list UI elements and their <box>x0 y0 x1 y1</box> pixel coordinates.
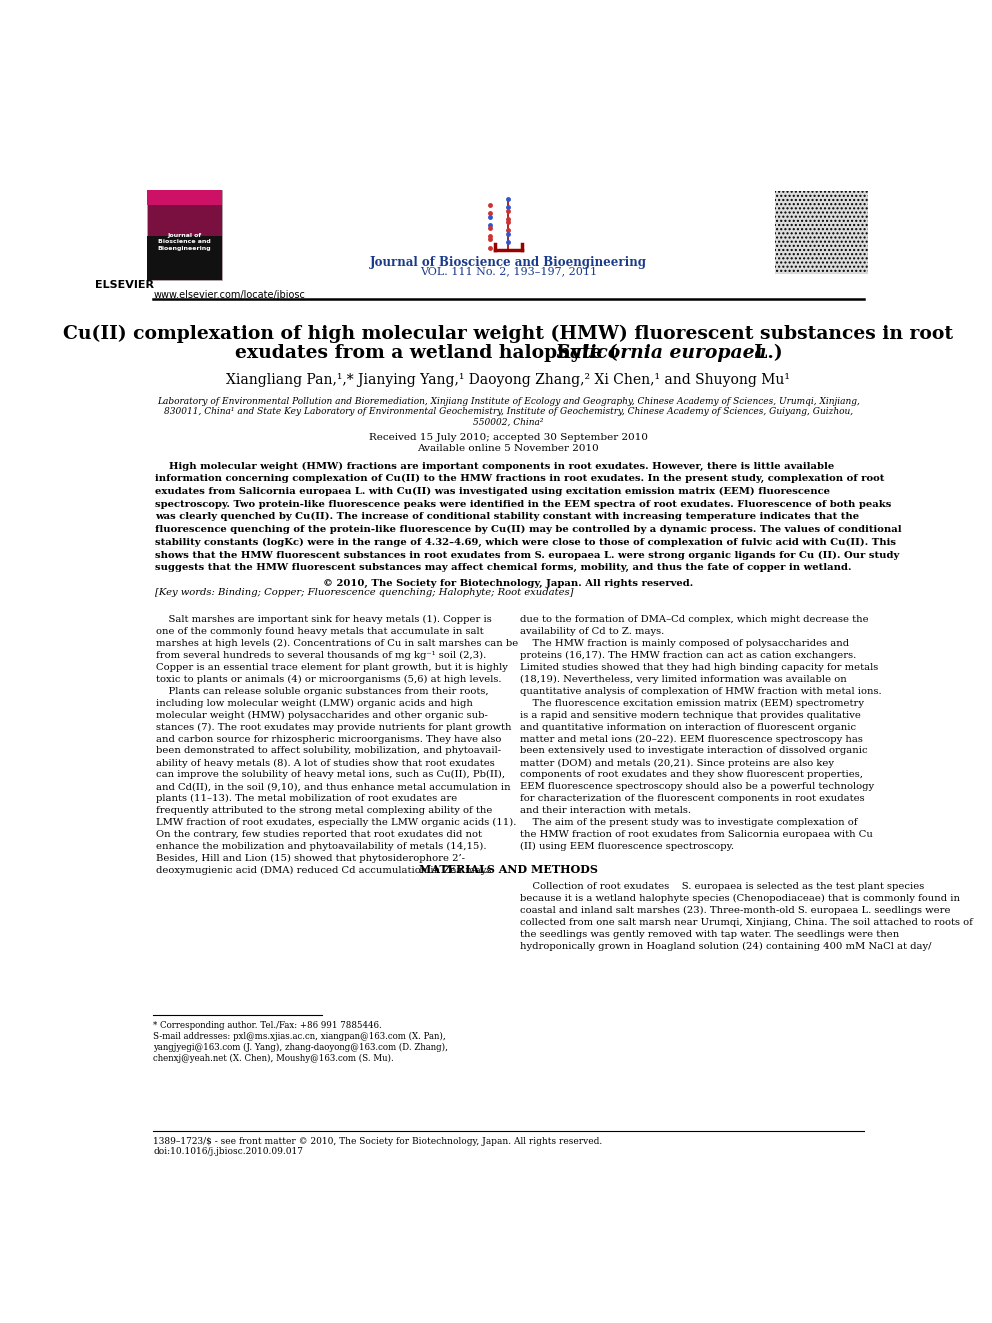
Text: information concerning complexation of Cu(II) to the HMW fractions in root exuda: information concerning complexation of C… <box>155 474 884 483</box>
Text: On the contrary, few studies reported that root exudates did not: On the contrary, few studies reported th… <box>157 830 482 839</box>
Bar <box>147 189 222 280</box>
Text: deoxymugienic acid (DMA) reduced Cd accumulation in Zea mays: deoxymugienic acid (DMA) reduced Cd accu… <box>157 865 492 875</box>
Text: The fluorescence excitation emission matrix (EEM) spectrometry: The fluorescence excitation emission mat… <box>520 699 864 708</box>
Text: © 2010, The Society for Biotechnology, Japan. All rights reserved.: © 2010, The Society for Biotechnology, J… <box>323 579 693 587</box>
Text: plants (11–13). The metal mobilization of root exudates are: plants (11–13). The metal mobilization o… <box>157 794 457 803</box>
Text: and carbon source for rhizospheric microorganisms. They have also: and carbon source for rhizospheric micro… <box>157 734 502 744</box>
Text: availability of Cd to Z. mays.: availability of Cd to Z. mays. <box>520 627 665 636</box>
Text: due to the formation of DMA–Cd complex, which might decrease the: due to the formation of DMA–Cd complex, … <box>520 615 869 624</box>
Text: EEM fluorescence spectroscopy should also be a powerful technology: EEM fluorescence spectroscopy should als… <box>520 782 874 791</box>
Text: (II) using EEM fluorescence spectroscopy.: (II) using EEM fluorescence spectroscopy… <box>520 841 734 851</box>
Text: for characterization of the fluorescent components in root exudates: for characterization of the fluorescent … <box>520 794 865 803</box>
Text: can improve the solubility of heavy metal ions, such as Cu(II), Pb(II),: can improve the solubility of heavy meta… <box>157 770 505 779</box>
Text: S-mail addresses: pxl@ms.xjias.ac.cn, xiangpan@163.com (X. Pan),: S-mail addresses: pxl@ms.xjias.ac.cn, xi… <box>153 1032 446 1041</box>
Text: LMW fraction of root exudates, especially the LMW organic acids (11).: LMW fraction of root exudates, especiall… <box>157 818 517 827</box>
Text: and quantitative information on interaction of fluorescent organic: and quantitative information on interact… <box>520 722 856 732</box>
Text: and Cd(II), in the soil (9,10), and thus enhance metal accumulation in: and Cd(II), in the soil (9,10), and thus… <box>157 782 511 791</box>
Text: Copper is an essential trace element for plant growth, but it is highly: Copper is an essential trace element for… <box>157 663 508 672</box>
Text: doi:10.1016/j.jbiosc.2010.09.017: doi:10.1016/j.jbiosc.2010.09.017 <box>153 1147 304 1156</box>
Text: components of root exudates and they show fluorescent properties,: components of root exudates and they sho… <box>520 770 863 779</box>
Text: been extensively used to investigate interaction of dissolved organic: been extensively used to investigate int… <box>520 746 868 755</box>
Text: [Key words: Binding; Copper; Fluorescence quenching; Halophyte; Root exudates]: [Key words: Binding; Copper; Fluorescenc… <box>155 587 573 597</box>
Text: marshes at high levels (2). Concentrations of Cu in salt marshes can be: marshes at high levels (2). Concentratio… <box>157 639 519 648</box>
Text: spectroscopy. Two protein-like fluorescence peaks were identified in the EEM spe: spectroscopy. Two protein-like fluoresce… <box>155 500 891 508</box>
Text: one of the commonly found heavy metals that accumulate in salt: one of the commonly found heavy metals t… <box>157 627 484 636</box>
Text: suggests that the HMW fluorescent substances may affect chemical forms, mobility: suggests that the HMW fluorescent substa… <box>155 564 851 573</box>
Text: chenxj@yeah.net (X. Chen), Moushy@163.com (S. Mu).: chenxj@yeah.net (X. Chen), Moushy@163.co… <box>153 1054 394 1064</box>
Bar <box>147 189 222 205</box>
Text: Salt marshes are important sink for heavy metals (1). Copper is: Salt marshes are important sink for heav… <box>157 615 492 624</box>
Text: was clearly quenched by Cu(II). The increase of conditional stability constant w: was clearly quenched by Cu(II). The incr… <box>155 512 859 521</box>
Text: enhance the mobilization and phytoavailability of metals (14,15).: enhance the mobilization and phytoavaila… <box>157 841 487 851</box>
Text: Journal of Bioscience and Bioengineering: Journal of Bioscience and Bioengineering <box>370 255 647 269</box>
Text: Collection of root exudates    S. europaea is selected as the test plant species: Collection of root exudates S. europaea … <box>520 882 925 892</box>
Text: High molecular weight (HMW) fractions are important components in root exudates.: High molecular weight (HMW) fractions ar… <box>155 462 834 471</box>
Text: yangjyegi@163.com (J. Yang), zhang-daoyong@163.com (D. Zhang),: yangjyegi@163.com (J. Yang), zhang-daoyo… <box>153 1043 448 1052</box>
Text: 1389–1723/$ - see front matter © 2010, The Society for Biotechnology, Japan. All: 1389–1723/$ - see front matter © 2010, T… <box>153 1136 602 1146</box>
Text: frequently attributed to the strong metal complexing ability of the: frequently attributed to the strong meta… <box>157 806 493 815</box>
Text: toxic to plants or animals (4) or microorganisms (5,6) at high levels.: toxic to plants or animals (4) or microo… <box>157 675 502 684</box>
Text: The aim of the present study was to investigate complexation of: The aim of the present study was to inve… <box>520 818 857 827</box>
Text: matter (DOM) and metals (20,21). Since proteins are also key: matter (DOM) and metals (20,21). Since p… <box>520 758 834 767</box>
Text: Besides, Hill and Lion (15) showed that phytosiderophore 2’-: Besides, Hill and Lion (15) showed that … <box>157 853 465 863</box>
Text: MATERIALS AND METHODS: MATERIALS AND METHODS <box>419 864 598 875</box>
Text: molecular weight (HMW) polysaccharides and other organic sub-: molecular weight (HMW) polysaccharides a… <box>157 710 488 720</box>
Text: Received 15 July 2010; accepted 30 September 2010: Received 15 July 2010; accepted 30 Septe… <box>369 433 648 442</box>
Text: the seedlings was gently removed with tap water. The seedlings were then: the seedlings was gently removed with ta… <box>520 930 899 939</box>
Text: Plants can release soluble organic substances from their roots,: Plants can release soluble organic subst… <box>157 687 489 696</box>
Text: is a rapid and sensitive modern technique that provides qualitative: is a rapid and sensitive modern techniqu… <box>520 710 861 720</box>
Text: because it is a wetland halophyte species (Chenopodiaceae) that is commonly foun: because it is a wetland halophyte specie… <box>520 894 960 904</box>
Text: www.elsevier.com/locate/jbiosc: www.elsevier.com/locate/jbiosc <box>153 290 306 300</box>
Text: * Corresponding author. Tel./Fax: +86 991 7885446.: * Corresponding author. Tel./Fax: +86 99… <box>153 1021 382 1031</box>
Text: proteins (16,17). The HMW fraction can act as cation exchangers.: proteins (16,17). The HMW fraction can a… <box>520 651 856 660</box>
Text: coastal and inland salt marshes (23). Three-month-old S. europaea L. seedlings w: coastal and inland salt marshes (23). Th… <box>520 906 950 916</box>
Text: ELSEVIER: ELSEVIER <box>95 280 154 291</box>
Text: Cu(II) complexation of high molecular weight (HMW) fluorescent substances in roo: Cu(II) complexation of high molecular we… <box>63 324 953 343</box>
Text: 550002, China²: 550002, China² <box>473 418 544 426</box>
Text: quantitative analysis of complexation of HMW fraction with metal ions.: quantitative analysis of complexation of… <box>520 687 882 696</box>
Bar <box>775 191 868 274</box>
Text: the HMW fraction of root exudates from Salicornia europaea with Cu: the HMW fraction of root exudates from S… <box>520 830 873 839</box>
Text: ability of heavy metals (8). A lot of studies show that root exudates: ability of heavy metals (8). A lot of st… <box>157 758 495 767</box>
Text: Limited studies showed that they had high binding capacity for metals: Limited studies showed that they had hig… <box>520 663 878 672</box>
Text: hydroponically grown in Hoagland solution (24) containing 400 mM NaCl at day/: hydroponically grown in Hoagland solutio… <box>520 942 931 951</box>
Text: collected from one salt marsh near Urumqi, Xinjiang, China. The soil attached to: collected from one salt marsh near Urumq… <box>520 918 973 927</box>
Text: shows that the HMW fluorescent substances in root exudates from S. europaea L. w: shows that the HMW fluorescent substance… <box>155 550 899 560</box>
Text: exudates from a wetland halophyte (                     L.): exudates from a wetland halophyte ( L.) <box>234 344 783 361</box>
Text: Laboratory of Environmental Pollution and Bioremediation, Xinjiang Institute of : Laboratory of Environmental Pollution an… <box>157 397 860 406</box>
Bar <box>147 235 222 280</box>
Text: fluorescence quenching of the protein-like fluorescence by Cu(II) may be control: fluorescence quenching of the protein-li… <box>155 525 902 534</box>
Text: and their interaction with metals.: and their interaction with metals. <box>520 806 691 815</box>
Text: Salicornia europaea: Salicornia europaea <box>251 344 766 361</box>
Text: matter and metal ions (20–22). EEM fluorescence spectroscopy has: matter and metal ions (20–22). EEM fluor… <box>520 734 863 744</box>
Text: The HMW fraction is mainly composed of polysaccharides and: The HMW fraction is mainly composed of p… <box>520 639 849 648</box>
Text: from several hundreds to several thousands of mg kg⁻¹ soil (2,3).: from several hundreds to several thousan… <box>157 651 486 660</box>
Text: VOL. 111 No. 2, 193–197, 2011: VOL. 111 No. 2, 193–197, 2011 <box>420 266 597 277</box>
Text: exudates from a wetland halophyte (Salicornia europaea L.): exudates from a wetland halophyte (Salic… <box>194 344 822 361</box>
Text: (18,19). Nevertheless, very limited information was available on: (18,19). Nevertheless, very limited info… <box>520 675 847 684</box>
Text: 830011, China¹ and State Key Laboratory of Environmental Geochemistry, Institute: 830011, China¹ and State Key Laboratory … <box>164 407 853 417</box>
Text: been demonstrated to affect solubility, mobilization, and phytoavail-: been demonstrated to affect solubility, … <box>157 746 501 755</box>
Text: Journal of
Bioscience and
Bioengineering: Journal of Bioscience and Bioengineering <box>158 233 211 250</box>
Text: Available online 5 November 2010: Available online 5 November 2010 <box>418 443 599 452</box>
Text: including low molecular weight (LMW) organic acids and high: including low molecular weight (LMW) org… <box>157 699 473 708</box>
Text: exudates from Salicornia europaea L. with Cu(II) was investigated using excitati: exudates from Salicornia europaea L. wit… <box>155 487 829 496</box>
Text: stances (7). The root exudates may provide nutrients for plant growth: stances (7). The root exudates may provi… <box>157 722 512 732</box>
Text: stability constants (logKc) were in the range of 4.32–4.69, which were close to : stability constants (logKc) were in the … <box>155 537 896 546</box>
Text: Xiangliang Pan,¹,* Jianying Yang,¹ Daoyong Zhang,² Xi Chen,¹ and Shuyong Mu¹: Xiangliang Pan,¹,* Jianying Yang,¹ Daoyo… <box>226 373 791 386</box>
